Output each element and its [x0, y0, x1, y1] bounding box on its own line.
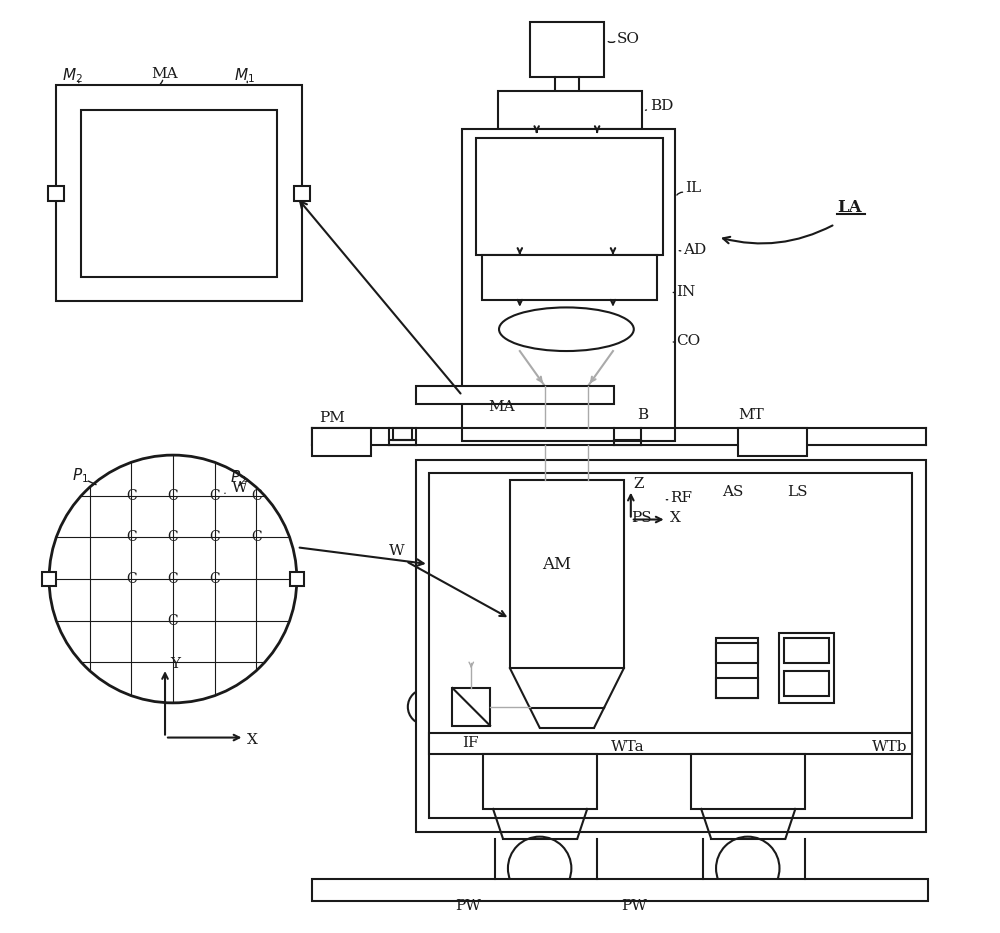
Bar — [716, 638, 758, 698]
Text: RF: RF — [670, 491, 692, 505]
Text: B: B — [637, 409, 648, 423]
Text: PM: PM — [320, 411, 346, 425]
Text: C: C — [251, 489, 262, 503]
Bar — [429, 732, 912, 755]
Bar — [416, 460, 926, 831]
Text: C: C — [168, 572, 178, 586]
Bar — [56, 86, 302, 301]
Text: LS: LS — [787, 485, 808, 499]
Text: PS: PS — [631, 510, 651, 524]
Bar — [81, 110, 277, 277]
Text: C: C — [168, 530, 178, 544]
Text: $M_1$: $M_1$ — [234, 66, 255, 85]
Text: WTa: WTa — [611, 741, 645, 755]
Text: $P_2$: $P_2$ — [230, 468, 247, 487]
Text: PW: PW — [621, 899, 647, 913]
Bar — [691, 755, 805, 809]
Text: C: C — [168, 614, 178, 628]
Bar — [784, 638, 829, 663]
Text: W: W — [389, 544, 405, 558]
Text: W: W — [232, 480, 248, 494]
Text: BD: BD — [651, 99, 674, 113]
Text: $P_1$: $P_1$ — [72, 466, 89, 485]
Text: Z: Z — [634, 477, 644, 491]
Text: X: X — [669, 510, 680, 524]
Bar — [452, 688, 490, 726]
Text: Y: Y — [170, 657, 180, 671]
Bar — [312, 879, 928, 901]
Bar — [498, 91, 642, 129]
Text: C: C — [126, 530, 137, 544]
Bar — [530, 22, 604, 77]
Text: $M_2$: $M_2$ — [62, 66, 83, 85]
Bar — [779, 634, 834, 703]
Text: C: C — [209, 572, 220, 586]
Text: MA: MA — [151, 66, 178, 80]
Text: IL: IL — [685, 180, 701, 194]
Bar — [312, 428, 371, 456]
Text: IN: IN — [676, 285, 696, 299]
Text: C: C — [209, 530, 220, 544]
Bar — [510, 480, 624, 668]
Bar — [716, 644, 758, 663]
Text: C: C — [209, 489, 220, 503]
Bar — [429, 473, 912, 818]
Bar — [42, 572, 56, 586]
Text: AD: AD — [683, 243, 707, 257]
Text: PW: PW — [455, 899, 481, 913]
Text: IF: IF — [462, 735, 479, 749]
Bar — [48, 186, 64, 202]
Bar — [462, 129, 675, 441]
Text: C: C — [168, 489, 178, 503]
Text: AS: AS — [722, 485, 743, 499]
Bar — [294, 186, 310, 202]
Bar — [716, 678, 758, 698]
Text: LA: LA — [837, 199, 862, 216]
Bar — [482, 255, 657, 299]
Text: C: C — [126, 572, 137, 586]
Bar — [290, 572, 304, 586]
Bar — [738, 428, 807, 456]
Text: MT: MT — [738, 409, 764, 423]
Text: X: X — [247, 732, 258, 746]
Text: C: C — [251, 530, 262, 544]
Bar — [476, 138, 663, 255]
Bar — [416, 385, 614, 404]
Text: AM: AM — [542, 556, 571, 573]
Text: SO: SO — [617, 32, 640, 46]
Text: C: C — [126, 489, 137, 503]
Text: CO: CO — [676, 334, 701, 348]
Bar — [784, 671, 829, 696]
Text: MA: MA — [488, 399, 515, 413]
Text: WTb: WTb — [872, 741, 907, 755]
Bar — [483, 755, 597, 809]
